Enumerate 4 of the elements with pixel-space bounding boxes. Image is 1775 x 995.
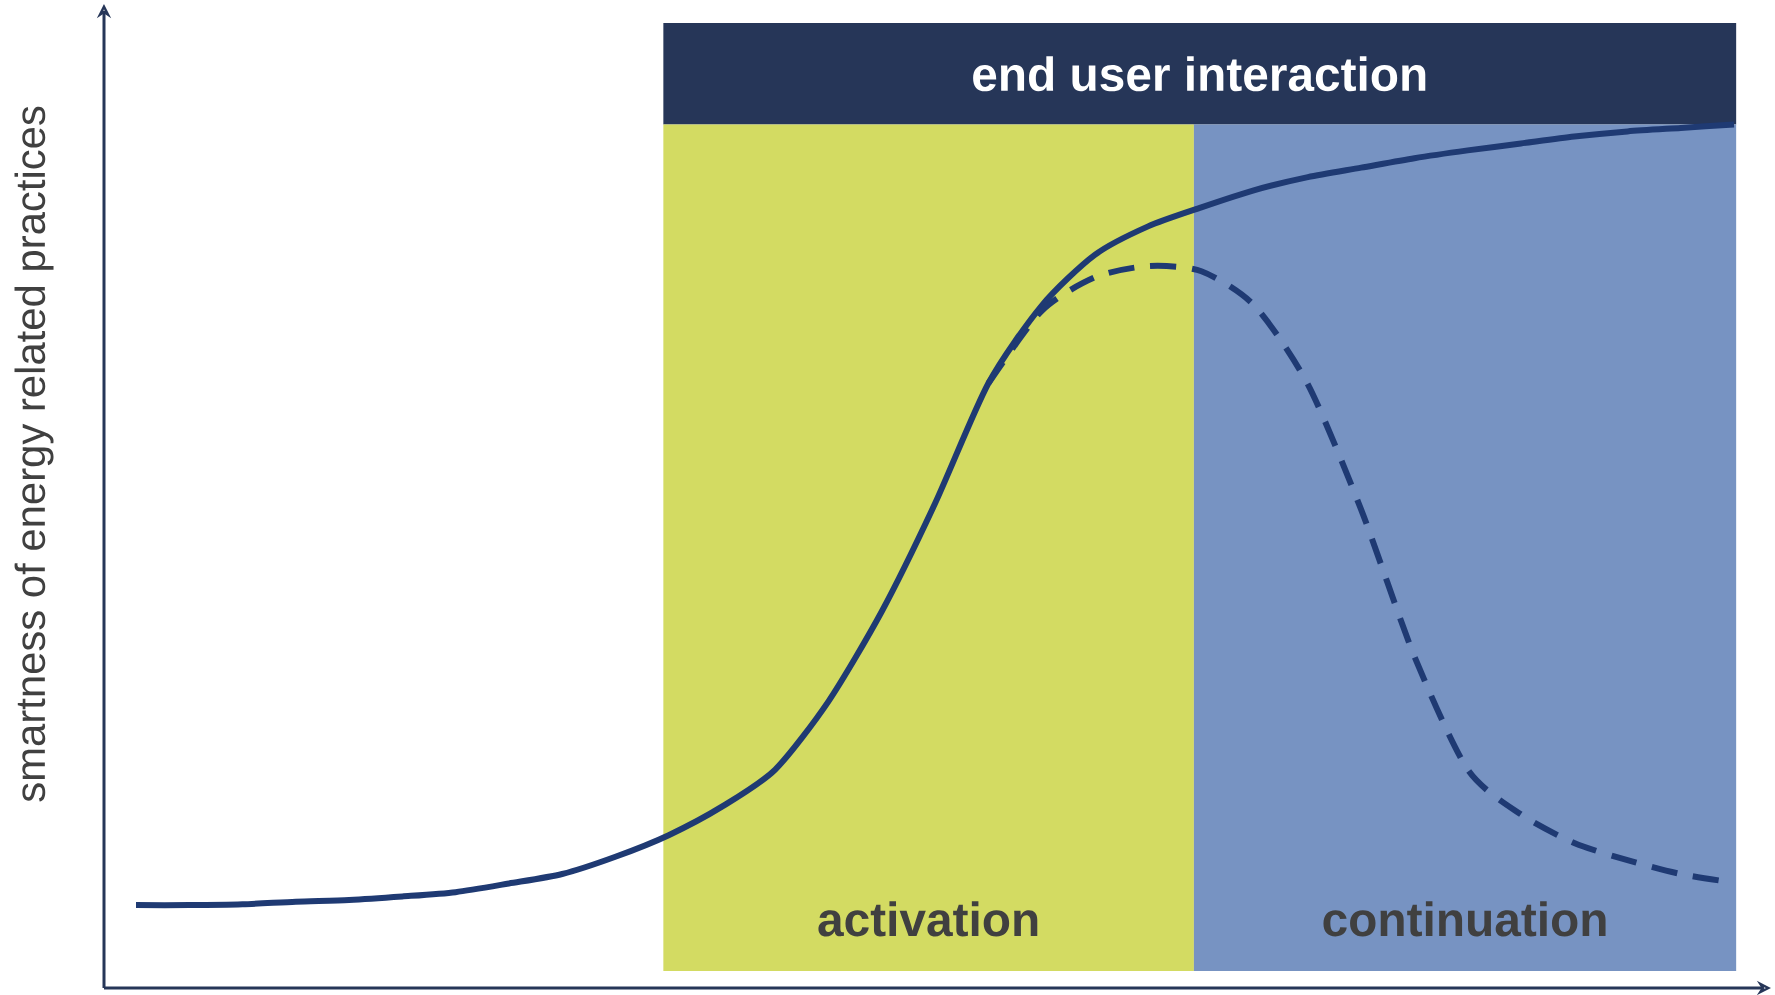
y-axis-title: smartness of energy related practices <box>14 106 54 802</box>
annotation: activation <box>818 901 1038 937</box>
annotation: continuation <box>1323 901 1606 937</box>
text: end user interaction <box>973 56 1426 92</box>
